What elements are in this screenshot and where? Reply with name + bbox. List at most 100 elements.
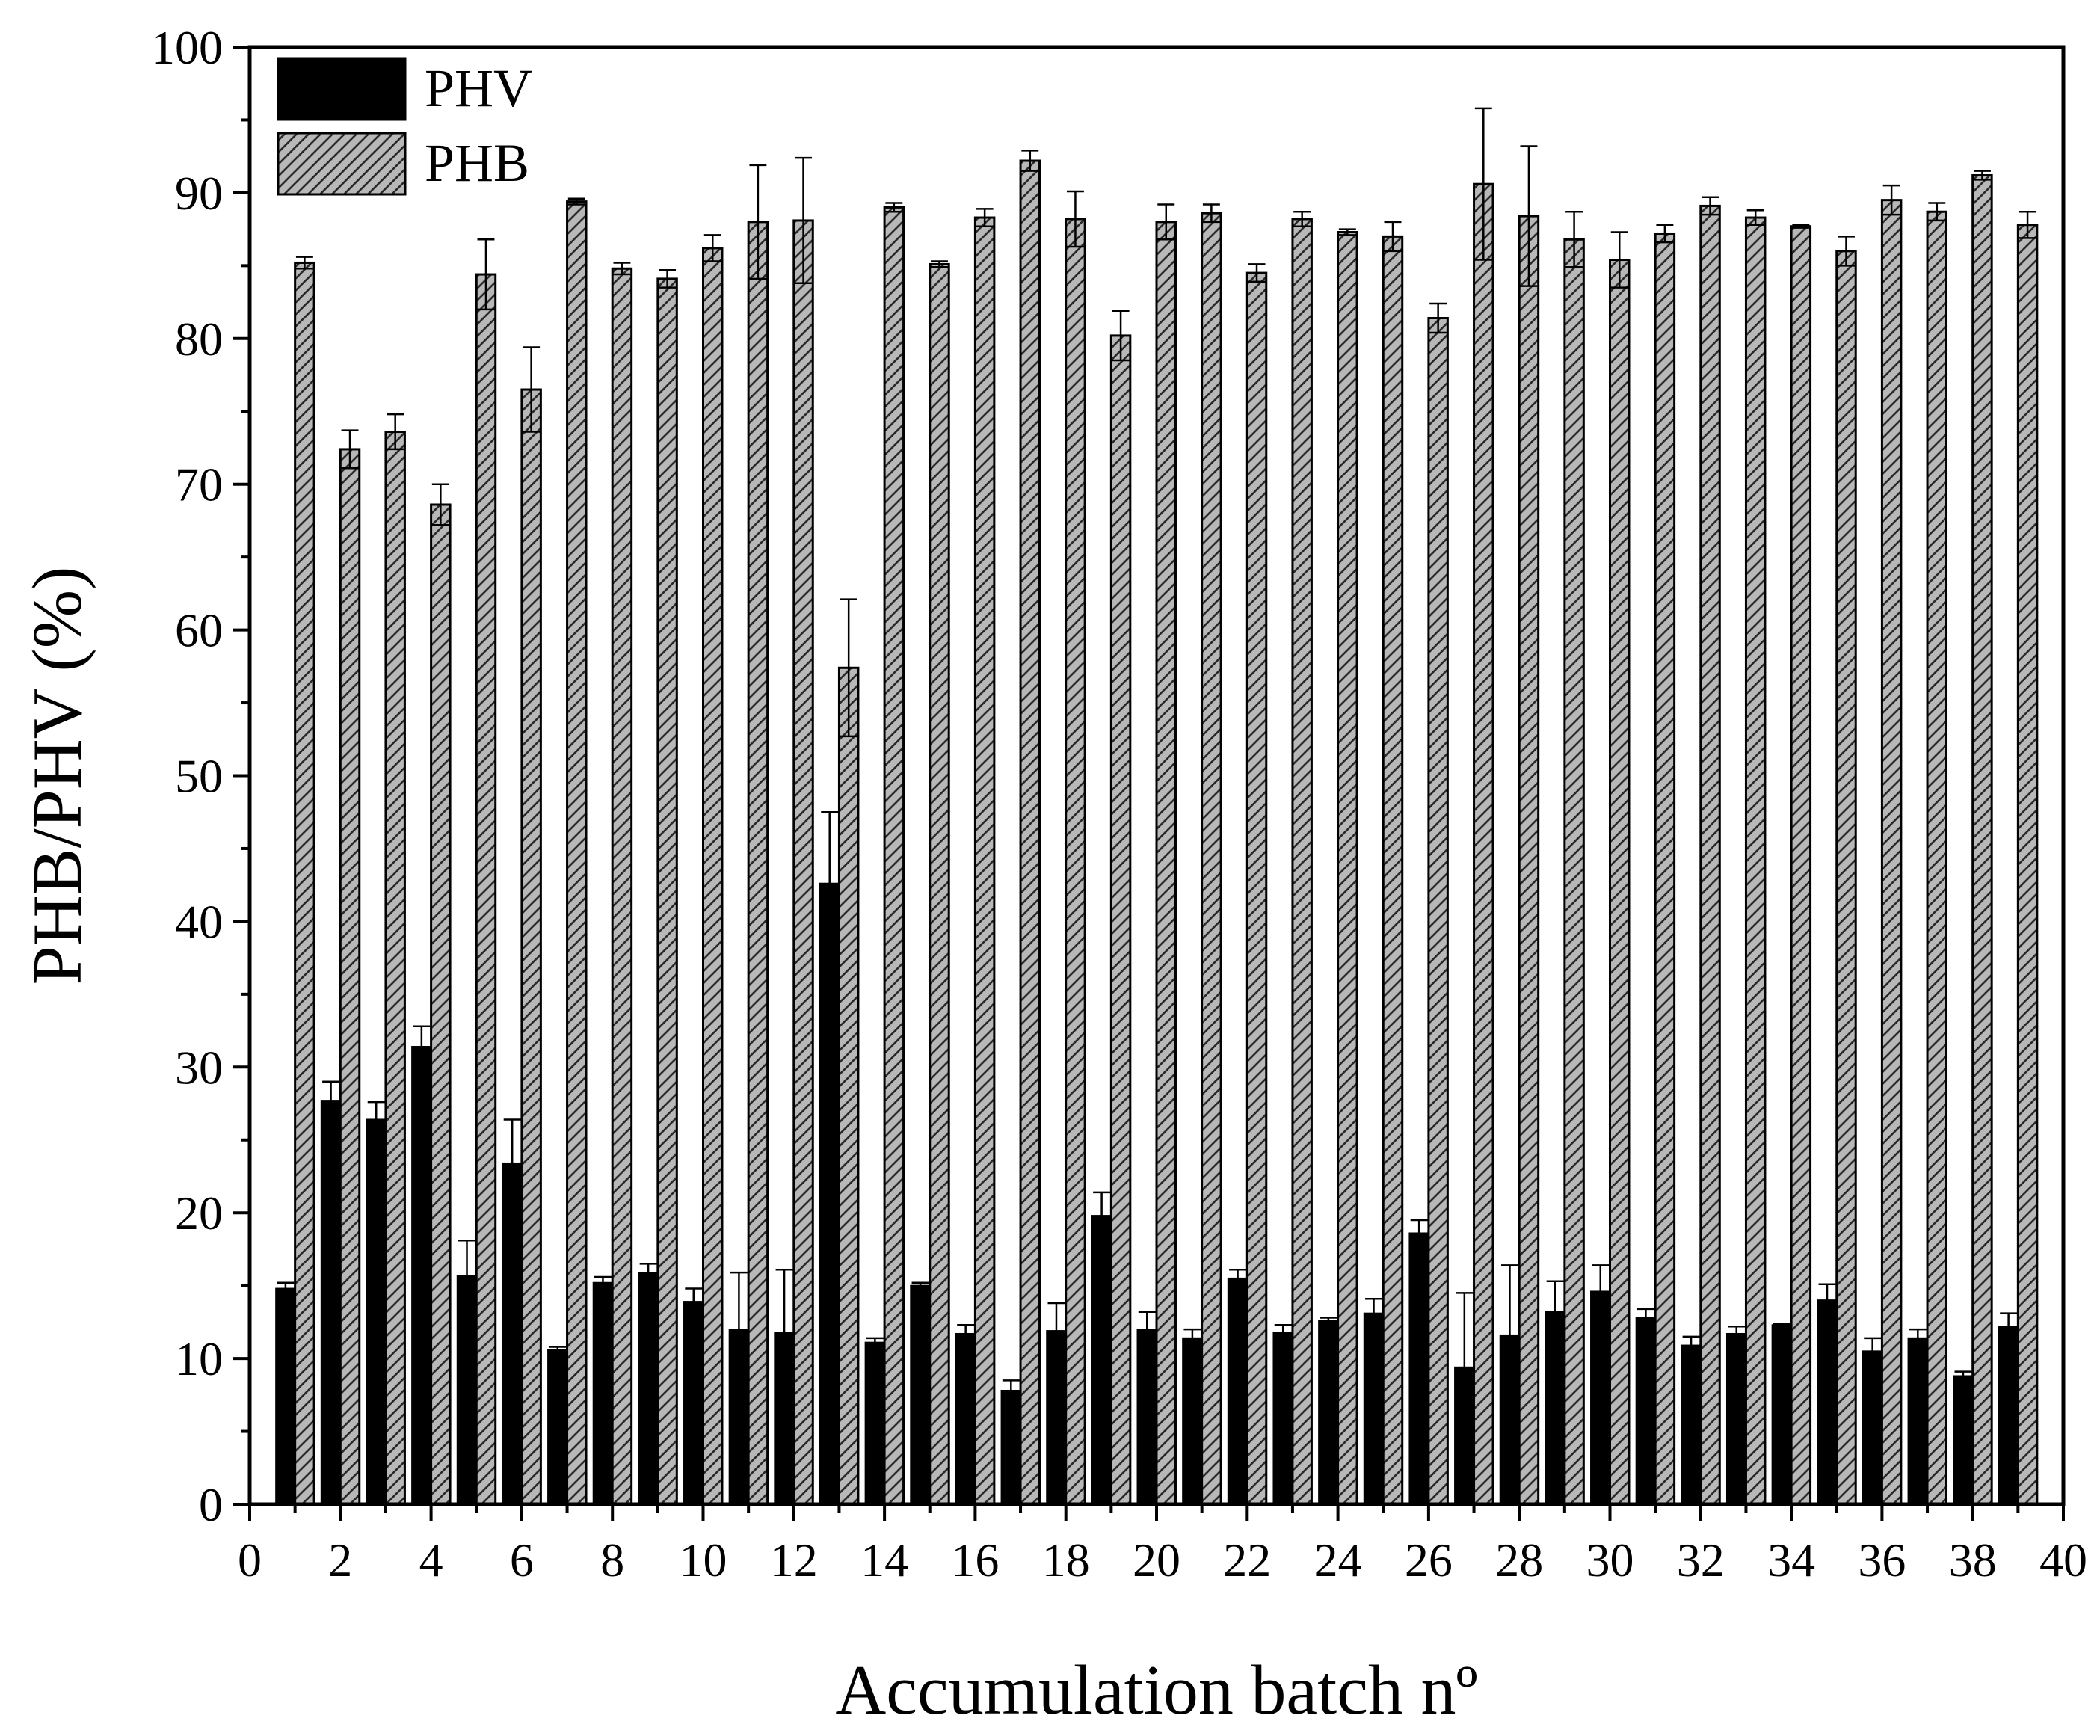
errorbar-phv-batch-5 xyxy=(458,1239,475,1312)
x-tick-label: 10 xyxy=(680,1533,727,1586)
legend-label-phv: PHV xyxy=(425,58,532,118)
errorbar-phv-batch-16 xyxy=(957,1324,975,1343)
errorbar-phb-batch-5 xyxy=(477,238,495,311)
errorbar-phb-batch-6 xyxy=(523,346,541,433)
errorbar-phb-batch-28 xyxy=(1520,145,1538,287)
legend: PHV PHB xyxy=(277,57,532,196)
legend-item-phb: PHB xyxy=(277,132,529,196)
x-tick-label: 22 xyxy=(1223,1533,1271,1586)
bar-phb-batch-14 xyxy=(883,206,905,1506)
errorbar-phv-batch-6 xyxy=(503,1118,521,1208)
bar-phb-batch-39 xyxy=(2016,224,2039,1506)
bar-phv-batch-37 xyxy=(1907,1337,1929,1505)
bar-phb-batch-38 xyxy=(1971,174,1993,1506)
bar-phv-batch-23 xyxy=(1272,1332,1293,1505)
errorbar-phv-batch-25 xyxy=(1365,1297,1382,1329)
errorbar-phv-batch-22 xyxy=(1229,1268,1247,1288)
bar-phb-batch-28 xyxy=(1518,215,1540,1506)
x-tick-label: 4 xyxy=(419,1533,443,1586)
errorbar-phb-batch-12 xyxy=(795,156,812,284)
x-tick-label: 32 xyxy=(1677,1533,1725,1586)
bar-phb-batch-36 xyxy=(1880,199,1903,1506)
errorbar-phv-batch-20 xyxy=(1138,1311,1156,1348)
errorbar-phb-batch-20 xyxy=(1157,203,1175,241)
errorbar-phv-batch-10 xyxy=(685,1287,703,1316)
errorbar-phv-batch-7 xyxy=(549,1346,567,1354)
legend-label-phb: PHB xyxy=(425,133,529,193)
bar-phv-batch-19 xyxy=(1091,1215,1112,1506)
bar-phb-batch-31 xyxy=(1654,232,1676,1506)
errorbar-phv-batch-34 xyxy=(1773,1323,1790,1328)
errorbar-phv-batch-36 xyxy=(1864,1337,1882,1366)
bar-phb-batch-6 xyxy=(520,388,542,1506)
errorbar-phb-batch-16 xyxy=(976,208,994,227)
bar-phv-batch-9 xyxy=(638,1272,659,1505)
errorbar-phb-batch-14 xyxy=(885,202,903,213)
errorbar-phv-batch-37 xyxy=(1909,1328,1927,1348)
bar-phv-batch-6 xyxy=(502,1162,523,1505)
bar-phv-batch-7 xyxy=(547,1349,568,1505)
errorbar-phb-batch-30 xyxy=(1610,231,1628,289)
bar-phv-batch-33 xyxy=(1725,1332,1747,1506)
bar-phv-batch-26 xyxy=(1408,1232,1429,1505)
x-tick-label: 34 xyxy=(1767,1533,1815,1586)
bar-phv-batch-20 xyxy=(1136,1329,1157,1505)
x-tick-label: 12 xyxy=(770,1533,818,1586)
errorbar-phv-batch-35 xyxy=(1818,1283,1836,1317)
bar-phv-batch-24 xyxy=(1318,1320,1339,1506)
bar-phb-batch-4 xyxy=(430,503,452,1506)
errorbar-phv-batch-29 xyxy=(1546,1280,1564,1343)
x-tick-label: 2 xyxy=(328,1533,352,1586)
errorbar-phv-batch-39 xyxy=(2000,1312,2018,1341)
errorbar-phb-batch-11 xyxy=(749,164,767,280)
errorbar-phb-batch-39 xyxy=(2019,210,2036,239)
bar-phv-batch-13 xyxy=(819,882,840,1505)
x-tick-label: 14 xyxy=(860,1533,908,1586)
bars-layer xyxy=(275,159,2039,1506)
bar-phv-batch-22 xyxy=(1227,1277,1248,1506)
bar-phv-batch-39 xyxy=(1998,1326,2019,1506)
y-tick-label: 60 xyxy=(175,604,223,657)
x-tick-label: 18 xyxy=(1042,1533,1090,1586)
errorbar-phb-batch-24 xyxy=(1338,228,1356,236)
y-tick-label: 90 xyxy=(175,167,223,220)
errorbar-phv-batch-28 xyxy=(1501,1264,1518,1406)
errorbar-phb-batch-19 xyxy=(1112,310,1130,362)
errorbar-phb-batch-22 xyxy=(1248,263,1266,283)
bar-phb-batch-27 xyxy=(1473,182,1494,1506)
errorbar-phb-batch-23 xyxy=(1293,210,1311,227)
errorbar-phb-batch-31 xyxy=(1656,224,1674,244)
bar-phb-batch-17 xyxy=(1019,159,1041,1506)
x-tick-label: 30 xyxy=(1586,1533,1634,1586)
errorbar-phb-batch-13 xyxy=(840,598,857,738)
bar-phb-batch-10 xyxy=(702,247,724,1506)
bar-phb-batch-24 xyxy=(1337,231,1358,1506)
errorbar-phv-batch-27 xyxy=(1456,1292,1474,1443)
errorbar-phv-batch-12 xyxy=(775,1268,793,1397)
bar-phb-batch-16 xyxy=(973,216,996,1506)
bar-phb-batch-9 xyxy=(656,277,678,1506)
errorbar-phb-batch-3 xyxy=(387,413,404,451)
errorbar-phb-batch-38 xyxy=(1973,170,1991,181)
bar-phb-batch-7 xyxy=(566,200,588,1506)
x-tick-label: 38 xyxy=(1949,1533,1997,1586)
errorbar-phb-batch-36 xyxy=(1882,184,1900,216)
x-tick-label: 24 xyxy=(1314,1533,1362,1586)
x-tick-label: 8 xyxy=(600,1533,624,1586)
bar-phv-batch-15 xyxy=(910,1284,931,1506)
errorbar-phv-batch-33 xyxy=(1728,1325,1746,1342)
bar-phb-batch-12 xyxy=(792,219,814,1506)
y-tick-label: 50 xyxy=(175,750,223,803)
bar-phv-batch-14 xyxy=(864,1341,886,1506)
bar-phb-batch-29 xyxy=(1563,238,1585,1506)
errorbar-phv-batch-8 xyxy=(594,1275,612,1290)
bar-phv-batch-1 xyxy=(275,1287,296,1505)
bar-phv-batch-25 xyxy=(1363,1312,1385,1506)
bar-phb-batch-1 xyxy=(294,261,315,1506)
bar-phv-batch-17 xyxy=(1000,1389,1022,1506)
x-tick-label: 36 xyxy=(1858,1533,1906,1586)
errorbar-phb-batch-26 xyxy=(1429,302,1447,334)
errorbar-phb-batch-1 xyxy=(295,256,313,270)
errorbar-phb-batch-37 xyxy=(1928,202,1946,222)
